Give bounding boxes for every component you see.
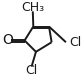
- Text: O: O: [2, 33, 13, 48]
- Text: Cl: Cl: [69, 36, 82, 49]
- Text: CH₃: CH₃: [21, 1, 44, 14]
- Text: Cl: Cl: [25, 64, 37, 77]
